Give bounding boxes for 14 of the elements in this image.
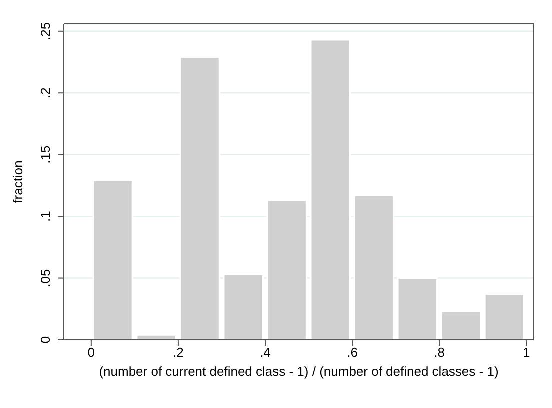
x-tick-label: .2	[173, 345, 184, 360]
y-tick-label: 0	[38, 336, 53, 344]
x-axis-title: (number of current defined class - 1) / (number of defined classes - 1)	[99, 364, 499, 379]
x-tick-label: .8	[434, 345, 445, 360]
y-tick-label: .05	[38, 269, 53, 288]
y-tick-label: .1	[38, 211, 53, 222]
x-tick-label: .4	[260, 345, 271, 360]
x-tick-label: .6	[347, 345, 358, 360]
y-tick-label: .15	[38, 146, 53, 164]
x-tick-label: 1	[522, 345, 530, 360]
y-tick-label: .25	[38, 22, 53, 40]
y-tick-label: .2	[38, 88, 53, 99]
y-axis-title: fraction	[10, 160, 26, 204]
x-tick-label: 0	[88, 345, 96, 360]
